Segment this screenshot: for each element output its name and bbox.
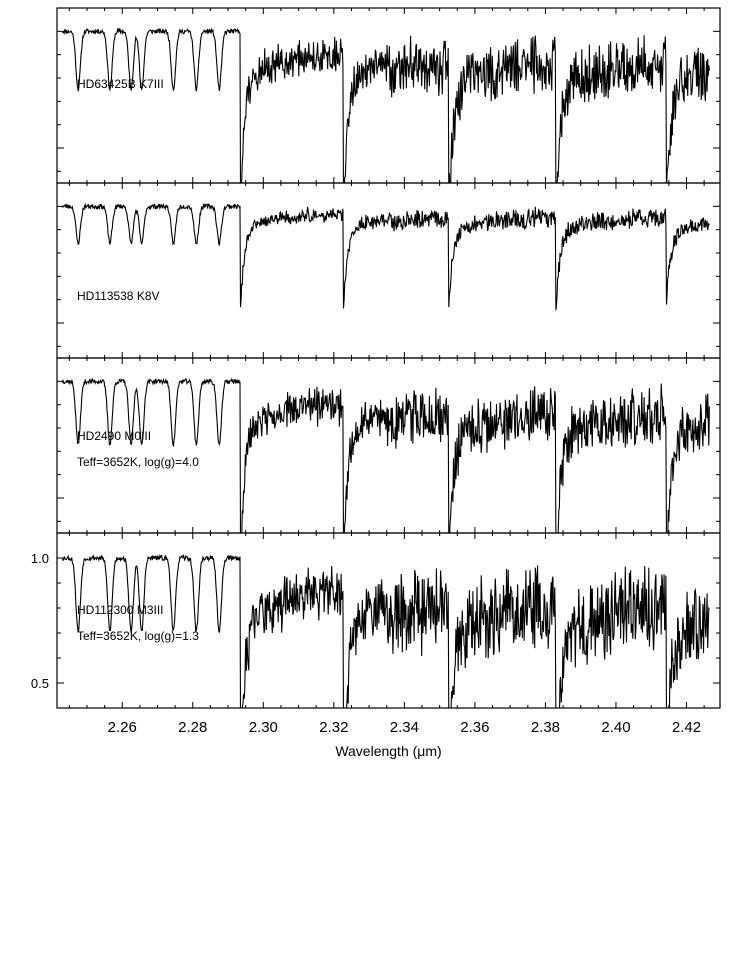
spectrum-line xyxy=(61,202,710,311)
panel-frame xyxy=(56,7,721,184)
x-tick-label: 2.36 xyxy=(460,719,489,736)
spectrum-line xyxy=(61,553,710,708)
x-tick-label: 2.26 xyxy=(108,719,137,736)
spectrum-panel: HD63425B K7III xyxy=(56,7,721,184)
x-tick-label: 2.34 xyxy=(390,719,419,736)
panel-label: HD63425B K7III xyxy=(77,77,164,91)
y-tick-label: 1.0 xyxy=(31,551,49,566)
x-tick-label: 2.30 xyxy=(249,719,278,736)
panel-label: Teff=3652K, log(g)=1.3 xyxy=(77,629,199,643)
x-tick-label: 2.42 xyxy=(672,719,701,736)
x-axis: 2.26 2.28 2.30 2.32 2.34 2.36 2.38 2.40 2.42 xyxy=(108,719,701,736)
x-tick-label: 2.38 xyxy=(531,719,560,736)
x-tick-label: 2.40 xyxy=(601,719,630,736)
panel-frame xyxy=(56,532,721,709)
x-tick-label: 2.32 xyxy=(319,719,348,736)
panel-label: HD112300 M3III xyxy=(77,603,164,617)
panel-frame xyxy=(56,357,721,534)
panel-label: HD113538 K8V xyxy=(77,289,160,303)
panel-frame xyxy=(56,182,721,359)
y-tick-label: 0.5 xyxy=(31,676,49,691)
panel-label: Teff=3652K, log(g)=4.0 xyxy=(77,455,199,469)
spectrum-panel: 1.0 0.5 HD112300 M3III Teff=3652K, log(g)=1… xyxy=(31,532,721,709)
x-tick-label: 2.28 xyxy=(178,719,207,736)
panel-label: HD2490 M0III xyxy=(77,429,151,443)
spectrum-line xyxy=(62,27,710,183)
spectra-panels: HD63425B K7III HD113538 K8V HD2490 M0III Te… xyxy=(31,7,721,709)
x-axis-title: Wavelength (μm) xyxy=(335,743,441,759)
spectrum-panel: HD113538 K8V xyxy=(56,182,721,359)
spectrum-line xyxy=(61,377,710,533)
spectrum-panel: HD2490 M0III Teff=3652K, log(g)=4.0 xyxy=(56,357,721,534)
